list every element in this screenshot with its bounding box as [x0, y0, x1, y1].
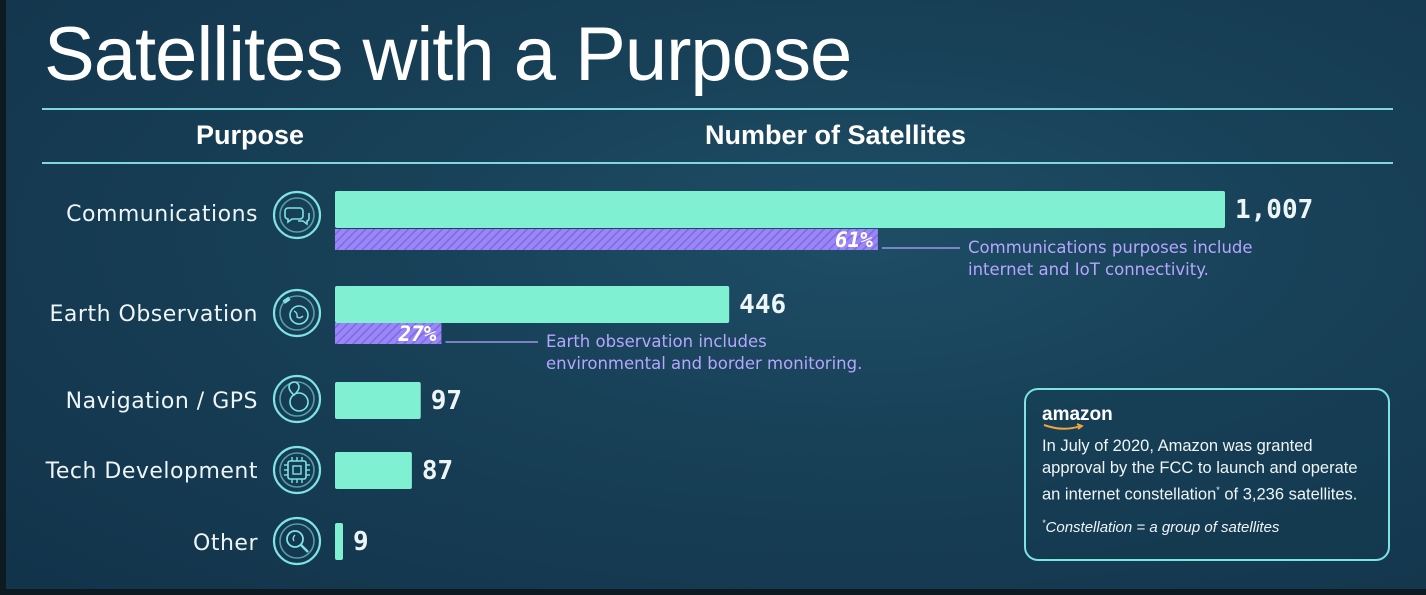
amazon-logo: amazon	[1042, 404, 1113, 431]
bar-tech-development	[335, 452, 412, 489]
magnifier-icon	[272, 516, 322, 566]
speech-bubbles-icon	[272, 190, 322, 240]
header-divider	[42, 162, 1393, 164]
note-earth-observation-line-2: environmental and border monitoring.	[546, 354, 862, 373]
value-label-navigation-gps: 97	[431, 386, 462, 416]
purpose-header: Purpose	[196, 120, 305, 150]
amazon-smile-icon	[1043, 423, 1084, 430]
top-divider	[42, 108, 1393, 110]
bar-earth-observation	[335, 286, 730, 323]
category-label-navigation-gps: Navigation / GPS	[66, 389, 258, 414]
amazon-callout: amazon In July of 2020, Amazon was grant…	[1024, 388, 1390, 561]
note-earth-observation-line-1: Earth observation includes	[546, 332, 767, 351]
location-globe-icon	[272, 374, 322, 424]
value-label-earth-observation: 446	[739, 290, 786, 320]
constellation-footnote: *Constellation = a group of satellites	[1042, 518, 1372, 536]
bar-communications	[335, 191, 1225, 228]
footnote-text: Constellation = a group of satellites	[1045, 518, 1280, 536]
value-label-tech-development: 87	[422, 456, 453, 486]
value-label-communications: 1,007	[1235, 195, 1313, 225]
share-label-communications: 61%	[835, 228, 873, 252]
share-bar-earth-observation	[335, 323, 442, 344]
share-label-earth-observation: 27%	[397, 322, 436, 346]
note-communications-line-2: internet and IoT connectivity.	[968, 260, 1209, 279]
amazon-wordmark: amazon	[1042, 404, 1113, 425]
number-header: Number of Satellites	[705, 120, 967, 150]
callout-text-end: of 3,236 satellites.	[1219, 485, 1358, 504]
category-label-communications: Communications	[66, 202, 258, 227]
category-label-other: Other	[193, 531, 258, 556]
callout-text: In July of 2020, Amazon was granted appr…	[1042, 437, 1358, 504]
category-label-earth-observation: Earth Observation	[50, 302, 258, 327]
footnote-mark: *	[1042, 517, 1046, 528]
bar-other	[335, 523, 343, 560]
microchip-icon	[272, 445, 322, 495]
page-title: Satellites with a Purpose	[44, 12, 852, 97]
share-bar-communications	[335, 229, 878, 250]
callout-text-mark: *	[1216, 485, 1220, 495]
note-communications-line-1: Communications purposes include	[968, 238, 1253, 257]
category-label-tech-development: Tech Development	[45, 459, 258, 484]
amazon-callout-text: In July of 2020, Amazon was granted appr…	[1042, 435, 1372, 506]
value-label-other: 9	[353, 527, 369, 557]
bar-navigation-gps	[335, 382, 421, 419]
satellite-globe-icon	[272, 288, 322, 338]
